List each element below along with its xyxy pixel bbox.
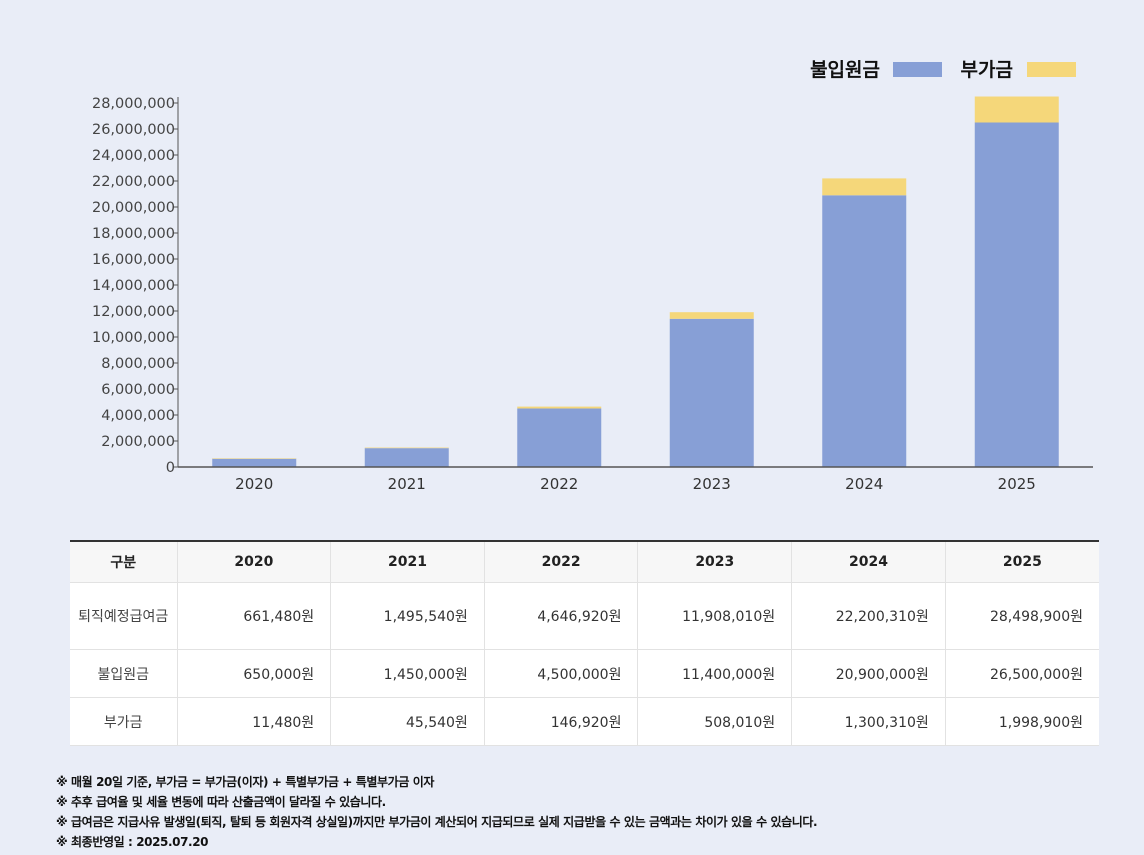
bar-principal-2022 bbox=[517, 408, 602, 467]
legend-swatch-principal bbox=[893, 62, 942, 77]
table-cell: 1,495,540원 bbox=[330, 582, 485, 650]
bar-additional-2025 bbox=[974, 96, 1059, 123]
table-cell: 650,000원 bbox=[177, 649, 332, 698]
table-cell: 4,646,920원 bbox=[484, 582, 639, 650]
table-cell: 146,920원 bbox=[484, 697, 639, 746]
table-cell: 508,010원 bbox=[637, 697, 793, 746]
y-tick-label: 18,000,000 bbox=[92, 226, 175, 242]
table-cell: 1,300,310원 bbox=[791, 697, 946, 746]
legend-swatch-additional bbox=[1027, 62, 1076, 77]
table-cell: 4,500,000원 bbox=[484, 649, 639, 698]
footnote: ※ 매월 20일 기준, 부가금 = 부가금(이자) + 특별부가금 + 특별부… bbox=[56, 775, 435, 789]
y-tick-label: 20,000,000 bbox=[92, 200, 175, 216]
bar-principal-2025 bbox=[974, 122, 1059, 467]
row-label: 부가금 bbox=[70, 697, 178, 746]
header-2021: 2021 bbox=[330, 541, 485, 583]
footnotes: ※ 매월 20일 기준, 부가금 = 부가금(이자) + 특별부가금 + 특별부… bbox=[56, 772, 818, 852]
bar-additional-2020 bbox=[212, 458, 297, 459]
bar-additional-2024 bbox=[822, 178, 907, 196]
y-tick-label: 26,000,000 bbox=[92, 122, 175, 138]
table-cell: 1,998,900원 bbox=[945, 697, 1099, 746]
y-tick-label: 4,000,000 bbox=[101, 408, 175, 424]
y-tick-label: 6,000,000 bbox=[101, 382, 175, 398]
table-cell: 661,480원 bbox=[177, 582, 332, 650]
data-table: 구분 2020 2021 2022 2023 2024 2025 퇴직예정급여금… bbox=[70, 540, 1099, 746]
bar-principal-2023 bbox=[669, 318, 754, 467]
y-tick-label: 2,000,000 bbox=[101, 434, 175, 450]
legend-label-principal: 불입원금 bbox=[810, 59, 880, 81]
table-row-principal: 불입원금 650,000원 1,450,000원 4,500,000원 11,4… bbox=[70, 649, 1099, 698]
header-2023: 2023 bbox=[637, 541, 793, 583]
row-label: 불입원금 bbox=[70, 649, 178, 698]
y-tick-label: 8,000,000 bbox=[101, 356, 175, 372]
x-tick-label: 2022 bbox=[540, 475, 578, 493]
table-cell: 11,400,000원 bbox=[637, 649, 793, 698]
bar-additional-2022 bbox=[517, 406, 602, 409]
table-cell: 11,480원 bbox=[177, 697, 332, 746]
y-tick-label: 14,000,000 bbox=[92, 278, 175, 294]
header-2020: 2020 bbox=[177, 541, 332, 583]
y-tick-label: 22,000,000 bbox=[92, 174, 175, 190]
x-tick-label: 2024 bbox=[845, 475, 883, 493]
header-category: 구분 bbox=[70, 541, 178, 583]
stacked-bar-chart: 불입원금 부가금 0 2,000,000 4,000,000 6,000,000 8,00… bbox=[92, 59, 1093, 493]
x-tick-label: 2023 bbox=[693, 475, 731, 493]
x-tick-label: 2021 bbox=[388, 475, 426, 493]
bar-principal-2020 bbox=[212, 458, 297, 467]
row-label: 퇴직예정급여금 bbox=[70, 582, 178, 650]
x-tick-label: 2025 bbox=[998, 475, 1036, 493]
footnote: ※ 급여금은 지급사유 발생일(퇴직, 탈퇴 등 회원자격 상실일)까지만 부가… bbox=[56, 815, 818, 829]
footnote: ※ 최종반영일 : 2025.07.20 bbox=[56, 835, 209, 849]
table-cell: 45,540원 bbox=[330, 697, 485, 746]
y-tick-label: 24,000,000 bbox=[92, 148, 175, 164]
y-tick-label: 10,000,000 bbox=[92, 330, 175, 346]
table-cell: 20,900,000원 bbox=[791, 649, 946, 698]
y-tick-label: 28,000,000 bbox=[92, 96, 175, 112]
bar-additional-2023 bbox=[669, 312, 754, 319]
header-2024: 2024 bbox=[791, 541, 946, 583]
y-axis: 0 2,000,000 4,000,000 6,000,000 8,000,000 10,… bbox=[92, 96, 179, 476]
table-cell: 22,200,310원 bbox=[791, 582, 946, 650]
table-cell: 28,498,900원 bbox=[945, 582, 1099, 650]
y-tick-label: 12,000,000 bbox=[92, 304, 175, 320]
table-row-expected-benefit: 퇴직예정급여금 661,480원 1,495,540원 4,646,920원 1… bbox=[70, 582, 1099, 650]
bar-additional-2021 bbox=[364, 447, 449, 449]
bar-principal-2024 bbox=[822, 195, 907, 468]
y-tick-label: 16,000,000 bbox=[92, 252, 175, 268]
bars bbox=[212, 96, 1059, 468]
table-cell: 26,500,000원 bbox=[945, 649, 1099, 698]
legend-label-additional: 부가금 bbox=[961, 59, 1013, 81]
y-tick-label: 0 bbox=[166, 460, 175, 476]
footnote: ※ 추후 급여율 및 세율 변동에 따라 산출금액이 달라질 수 있습니다. bbox=[56, 795, 386, 809]
x-tick-label: 2020 bbox=[235, 475, 273, 493]
bar-principal-2021 bbox=[364, 448, 449, 467]
table-row-additional: 부가금 11,480원 45,540원 146,920원 508,010원 1,… bbox=[70, 697, 1099, 746]
chart-legend: 불입원금 부가금 bbox=[810, 59, 1076, 81]
table-cell: 1,450,000원 bbox=[330, 649, 485, 698]
header-2025: 2025 bbox=[945, 541, 1099, 583]
table-header-row: 구분 2020 2021 2022 2023 2024 2025 bbox=[70, 541, 1099, 583]
header-2022: 2022 bbox=[484, 541, 639, 583]
x-axis: 2020 2021 2022 2023 2024 2025 bbox=[178, 466, 1093, 493]
table-cell: 11,908,010원 bbox=[637, 582, 793, 650]
